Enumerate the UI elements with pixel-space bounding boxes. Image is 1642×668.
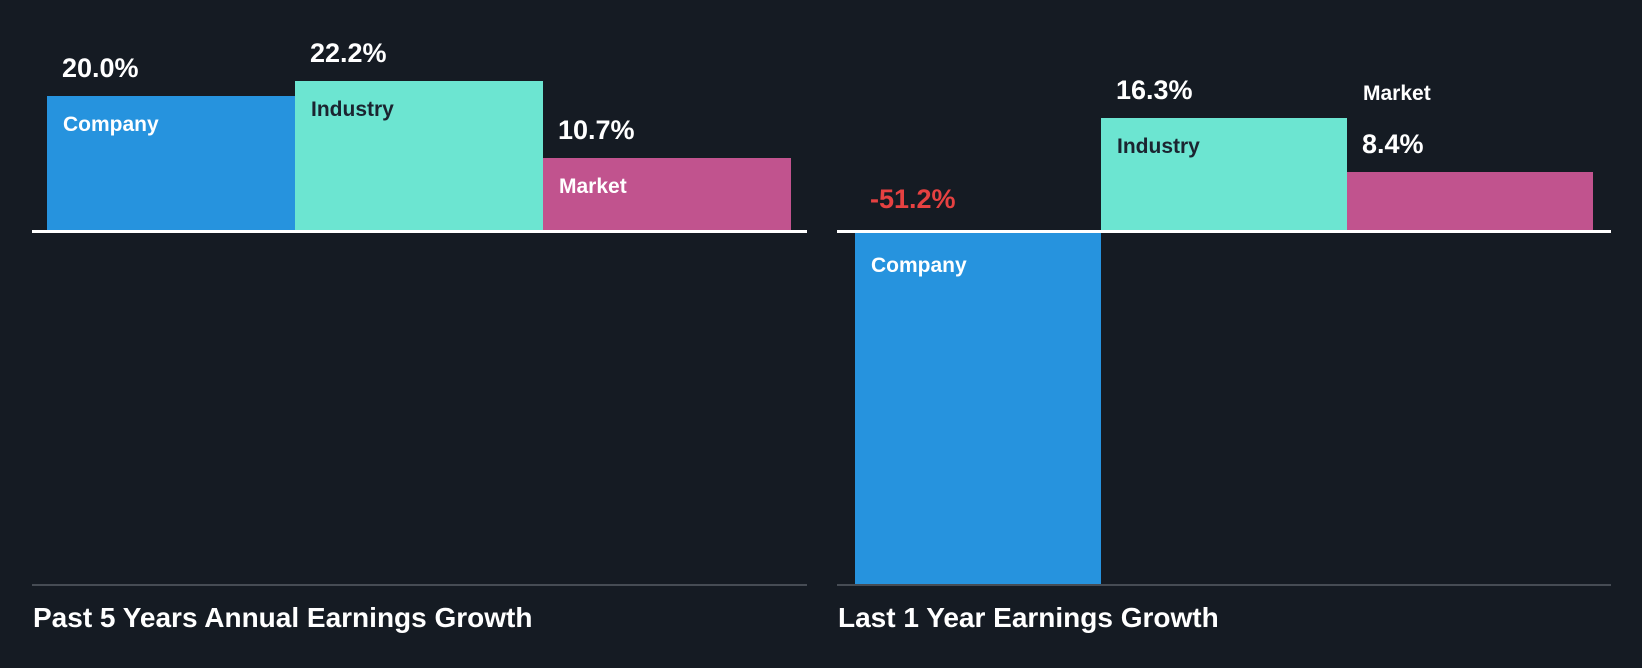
footer-divider-line <box>32 584 807 586</box>
panel-past-5-years-growth: Company 20.0% Industry 22.2% Market 10.7% Pas… <box>32 0 807 668</box>
bar-value-label: 8.4% <box>1362 129 1424 159</box>
plot-area-last-1-year: Company -51.2% Industry 16.3% Market 8.4% <box>837 0 1611 668</box>
bar-category-label: Market <box>559 175 627 198</box>
bar-value-label: 10.7% <box>558 115 635 145</box>
bar-value-label: -51.2% <box>870 184 956 214</box>
bar-category-label: Company <box>63 113 159 136</box>
bar-company: Company <box>855 233 1101 584</box>
bar-industry: Industry <box>1101 118 1347 230</box>
bar-market: Market <box>543 158 791 230</box>
bar-company: Company <box>47 96 295 230</box>
bar-market <box>1347 172 1593 230</box>
bar-industry: Industry <box>295 81 543 230</box>
bar-value-label: 20.0% <box>62 53 139 83</box>
bar-category-label: Market <box>1363 82 1431 105</box>
plot-area-past-5-years: Company 20.0% Industry 22.2% Market 10.7% <box>32 0 807 668</box>
panel-last-1-year-growth: Company -51.2% Industry 16.3% Market 8.4% Las… <box>837 0 1611 668</box>
bar-category-label: Industry <box>311 98 394 121</box>
bar-value-label: 22.2% <box>310 38 387 68</box>
zero-baseline <box>32 230 807 233</box>
chart-title: Last 1 Year Earnings Growth <box>838 602 1219 633</box>
chart-title: Past 5 Years Annual Earnings Growth <box>33 602 533 633</box>
bar-category-label: Company <box>871 254 967 277</box>
bar-value-label: 16.3% <box>1116 75 1193 105</box>
zero-baseline <box>837 230 1611 233</box>
footer-divider-line <box>837 584 1611 586</box>
bar-category-label: Industry <box>1117 135 1200 158</box>
